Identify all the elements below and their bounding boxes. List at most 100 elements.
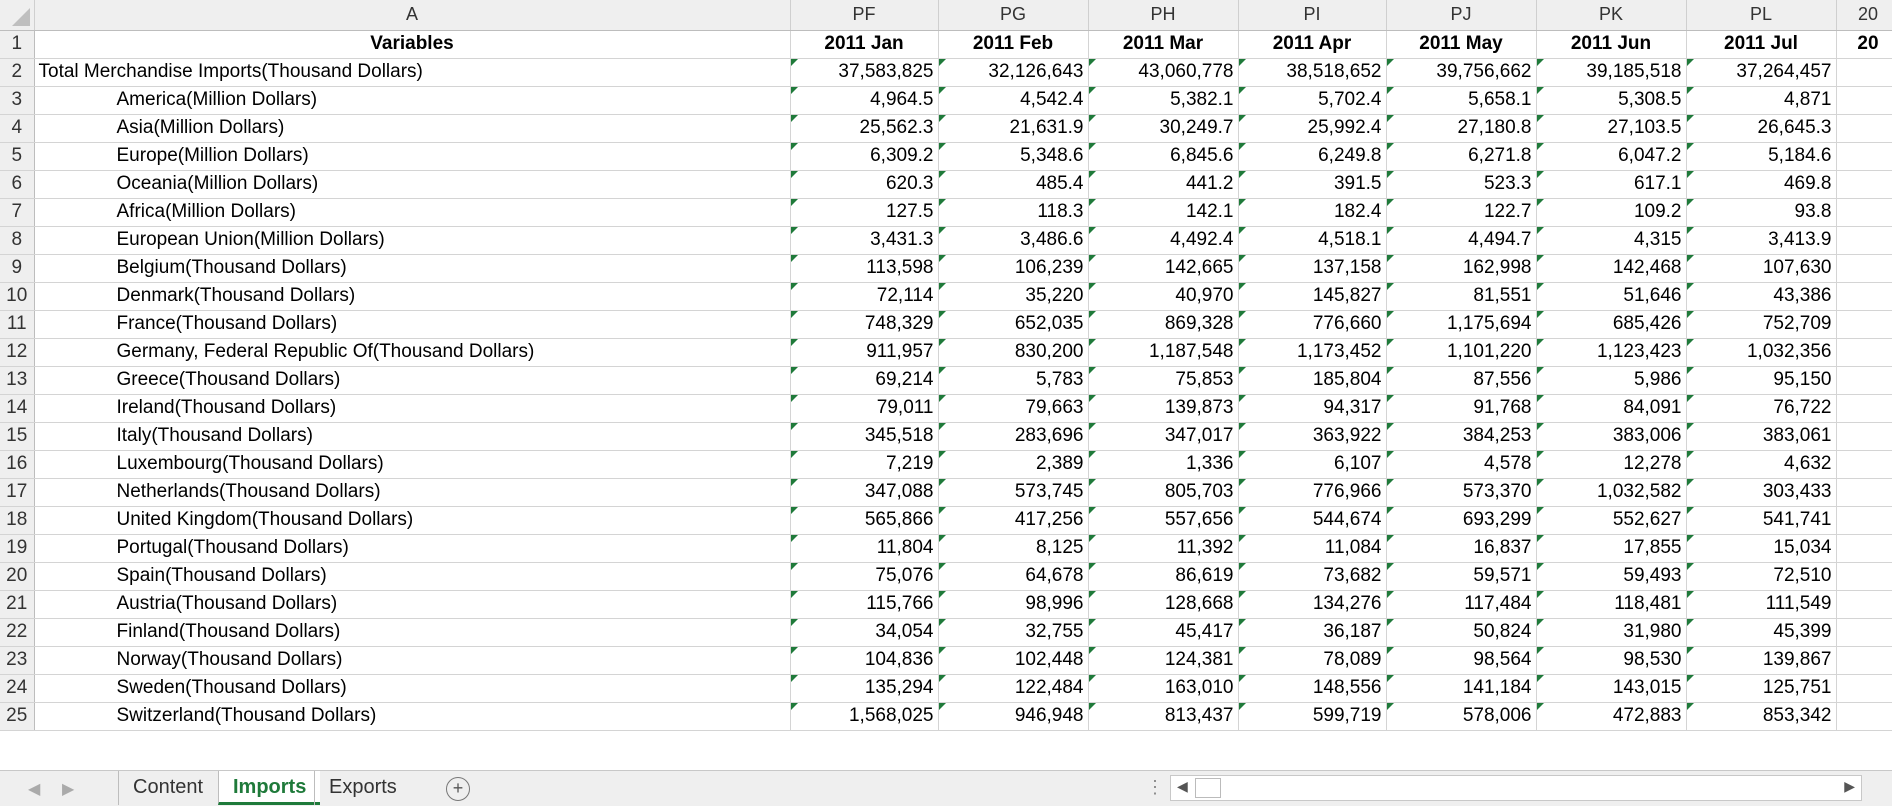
value-cell[interactable]: 142.1 xyxy=(1088,198,1239,227)
scroll-right-icon[interactable]: ▶ xyxy=(1844,778,1855,794)
value-cell[interactable]: 4,494.7 xyxy=(1386,226,1537,255)
variable-cell[interactable]: Asia(Million Dollars) xyxy=(34,114,791,143)
value-cell[interactable]: 853,342 xyxy=(1686,702,1837,731)
column-header[interactable]: PH xyxy=(1088,0,1239,31)
row-header[interactable]: 9 xyxy=(0,254,35,283)
empty-cell[interactable] xyxy=(1836,338,1892,367)
value-cell[interactable]: 32,755 xyxy=(938,618,1089,647)
value-cell[interactable]: 163,010 xyxy=(1088,674,1239,703)
value-cell[interactable]: 79,663 xyxy=(938,394,1089,423)
value-cell[interactable]: 347,017 xyxy=(1088,422,1239,451)
empty-cell[interactable] xyxy=(1836,86,1892,115)
value-cell[interactable]: 37,264,457 xyxy=(1686,58,1837,87)
value-cell[interactable]: 776,966 xyxy=(1238,478,1387,507)
empty-cell[interactable] xyxy=(1836,702,1892,731)
scroll-thumb[interactable] xyxy=(1195,778,1221,798)
next-sheet-icon[interactable]: ▶ xyxy=(62,781,75,798)
value-cell[interactable]: 347,088 xyxy=(790,478,939,507)
value-cell[interactable]: 137,158 xyxy=(1238,254,1387,283)
value-cell[interactable]: 384,253 xyxy=(1386,422,1537,451)
value-cell[interactable]: 21,631.9 xyxy=(938,114,1089,143)
value-cell[interactable]: 106,239 xyxy=(938,254,1089,283)
value-cell[interactable]: 5,308.5 xyxy=(1536,86,1687,115)
value-cell[interactable]: 303,433 xyxy=(1686,478,1837,507)
value-cell[interactable]: 1,123,423 xyxy=(1536,338,1687,367)
value-cell[interactable]: 64,678 xyxy=(938,562,1089,591)
value-cell[interactable]: 69,214 xyxy=(790,366,939,395)
value-cell[interactable]: 76,722 xyxy=(1686,394,1837,423)
header-cell-month[interactable]: 2011 Apr xyxy=(1238,30,1387,59)
row-header[interactable]: 11 xyxy=(0,310,35,339)
variable-cell[interactable]: Belgium(Thousand Dollars) xyxy=(34,254,791,283)
value-cell[interactable]: 15,034 xyxy=(1686,534,1837,563)
value-cell[interactable]: 45,417 xyxy=(1088,618,1239,647)
value-cell[interactable]: 4,578 xyxy=(1386,450,1537,479)
value-cell[interactable]: 776,660 xyxy=(1238,310,1387,339)
value-cell[interactable]: 1,101,220 xyxy=(1386,338,1537,367)
value-cell[interactable]: 3,431.3 xyxy=(790,226,939,255)
value-cell[interactable]: 383,061 xyxy=(1686,422,1837,451)
row-header[interactable]: 4 xyxy=(0,114,35,143)
value-cell[interactable]: 134,276 xyxy=(1238,590,1387,619)
value-cell[interactable]: 102,448 xyxy=(938,646,1089,675)
value-cell[interactable]: 124,381 xyxy=(1088,646,1239,675)
value-cell[interactable]: 617.1 xyxy=(1536,170,1687,199)
value-cell[interactable]: 946,948 xyxy=(938,702,1089,731)
value-cell[interactable]: 122.7 xyxy=(1386,198,1537,227)
column-header[interactable]: PL xyxy=(1686,0,1837,31)
value-cell[interactable]: 59,571 xyxy=(1386,562,1537,591)
value-cell[interactable]: 98,564 xyxy=(1386,646,1537,675)
value-cell[interactable]: 911,957 xyxy=(790,338,939,367)
value-cell[interactable]: 182.4 xyxy=(1238,198,1387,227)
value-cell[interactable]: 5,184.6 xyxy=(1686,142,1837,171)
empty-cell[interactable] xyxy=(1836,170,1892,199)
value-cell[interactable]: 109.2 xyxy=(1536,198,1687,227)
prev-sheet-icon[interactable]: ◀ xyxy=(28,781,41,798)
variable-cell[interactable]: Sweden(Thousand Dollars) xyxy=(34,674,791,703)
row-header[interactable]: 19 xyxy=(0,534,35,563)
value-cell[interactable]: 599,719 xyxy=(1238,702,1387,731)
empty-cell[interactable] xyxy=(1836,226,1892,255)
row-header[interactable]: 8 xyxy=(0,226,35,255)
empty-cell[interactable] xyxy=(1836,282,1892,311)
variable-cell[interactable]: European Union(Million Dollars) xyxy=(34,226,791,255)
value-cell[interactable]: 1,032,356 xyxy=(1686,338,1837,367)
value-cell[interactable]: 752,709 xyxy=(1686,310,1837,339)
column-header[interactable]: PJ xyxy=(1386,0,1537,31)
variable-cell[interactable]: Luxembourg(Thousand Dollars) xyxy=(34,450,791,479)
value-cell[interactable]: 31,980 xyxy=(1536,618,1687,647)
empty-cell[interactable] xyxy=(1836,310,1892,339)
row-header[interactable]: 24 xyxy=(0,674,35,703)
row-header[interactable]: 10 xyxy=(0,282,35,311)
header-cell-month[interactable]: 2011 May xyxy=(1386,30,1537,59)
empty-cell[interactable] xyxy=(1836,562,1892,591)
tab-imports[interactable]: Imports xyxy=(218,771,321,805)
value-cell[interactable]: 111,549 xyxy=(1686,590,1837,619)
value-cell[interactable]: 4,871 xyxy=(1686,86,1837,115)
variable-cell[interactable]: Europe(Million Dollars) xyxy=(34,142,791,171)
row-header[interactable]: 3 xyxy=(0,86,35,115)
value-cell[interactable]: 73,682 xyxy=(1238,562,1387,591)
value-cell[interactable]: 127.5 xyxy=(790,198,939,227)
value-cell[interactable]: 5,348.6 xyxy=(938,142,1089,171)
column-header[interactable]: 20 xyxy=(1836,0,1892,31)
value-cell[interactable]: 75,076 xyxy=(790,562,939,591)
header-cell-month[interactable]: 2011 Mar xyxy=(1088,30,1239,59)
value-cell[interactable]: 26,645.3 xyxy=(1686,114,1837,143)
value-cell[interactable]: 43,060,778 xyxy=(1088,58,1239,87)
value-cell[interactable]: 107,630 xyxy=(1686,254,1837,283)
value-cell[interactable]: 118.3 xyxy=(938,198,1089,227)
value-cell[interactable]: 87,556 xyxy=(1386,366,1537,395)
value-cell[interactable]: 51,646 xyxy=(1536,282,1687,311)
row-header[interactable]: 13 xyxy=(0,366,35,395)
value-cell[interactable]: 98,530 xyxy=(1536,646,1687,675)
variable-cell[interactable]: Germany, Federal Republic Of(Thousand Do… xyxy=(34,338,791,367)
header-cell-month[interactable]: 2011 Jul xyxy=(1686,30,1837,59)
value-cell[interactable]: 86,619 xyxy=(1088,562,1239,591)
value-cell[interactable]: 6,845.6 xyxy=(1088,142,1239,171)
value-cell[interactable]: 72,114 xyxy=(790,282,939,311)
value-cell[interactable]: 95,150 xyxy=(1686,366,1837,395)
value-cell[interactable]: 118,481 xyxy=(1536,590,1687,619)
row-header[interactable]: 25 xyxy=(0,702,35,731)
empty-cell[interactable] xyxy=(1836,254,1892,283)
